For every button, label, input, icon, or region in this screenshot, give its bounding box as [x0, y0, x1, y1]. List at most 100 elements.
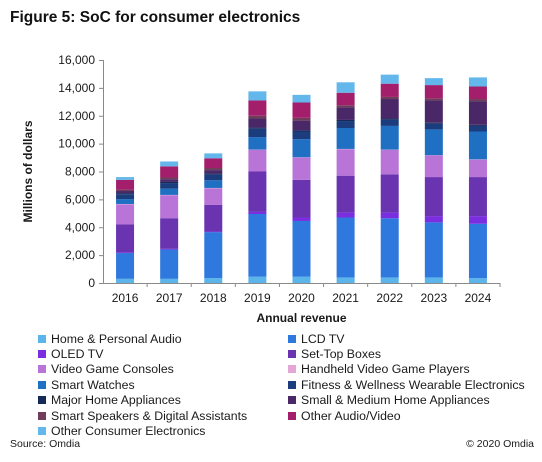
x-tick-label: 2021	[332, 291, 359, 305]
bar-segment	[292, 130, 311, 132]
bar-segment	[336, 82, 355, 93]
bar-segment	[248, 276, 267, 283]
bar-segment	[468, 77, 487, 87]
bar-segment	[248, 127, 267, 129]
legend-swatch	[288, 365, 296, 374]
y-axis: 0 2,000 4,000 6,000 8,000 10,000 12,000 14,000 1…	[58, 53, 103, 290]
bar-segment	[160, 166, 179, 178]
x-tick-label: 2018	[200, 291, 227, 305]
bar-segment	[248, 115, 267, 119]
bar-segment	[424, 222, 443, 278]
bar-segment	[380, 83, 399, 97]
bar-segment	[116, 278, 135, 283]
bar-segment	[204, 173, 223, 175]
legend-swatch	[38, 411, 46, 420]
bar-segment	[204, 158, 223, 169]
bar-segment	[380, 118, 399, 120]
bar-segment	[380, 277, 399, 283]
legend-label: Other Audio/Video	[301, 408, 401, 423]
stacked-bar-chart: Millions of dollars Annual revenue 0 2,00…	[21, 53, 501, 325]
legend-label: OLED TV	[51, 347, 104, 362]
bar-segment	[292, 157, 311, 180]
bar-stack-2019	[248, 91, 267, 283]
bar-segment	[204, 204, 223, 232]
bar-segment	[248, 149, 267, 172]
legend-item: Major Home Appliances	[38, 393, 288, 408]
bar-segment	[160, 188, 179, 195]
bar-segment	[116, 193, 135, 195]
x-tick-label: 2020	[288, 291, 315, 305]
copyright-note: © 2020 Omdia	[466, 438, 534, 450]
bar-segment	[380, 149, 399, 175]
bar-segment	[160, 248, 179, 250]
y-tick-label: 2,000	[65, 248, 95, 262]
bar-segment	[468, 159, 487, 178]
y-tick-label: 4,000	[65, 220, 95, 234]
legend-swatch	[38, 365, 46, 374]
bar-segment	[116, 199, 135, 204]
bar-segment	[292, 117, 311, 121]
bar-segment	[160, 177, 179, 180]
x-tick-label: 2024	[465, 291, 492, 305]
x-tick-label: 2019	[244, 291, 271, 305]
y-tick-label: 16,000	[58, 53, 95, 67]
legend-item: Smart Speakers & Digital Assistants	[38, 408, 288, 423]
bar-segment	[468, 99, 487, 102]
legend: Home & Personal Audio LCD TV OLED TV Set-To…	[38, 331, 538, 439]
figure-title: Figure 5: SoC for consumer electronics	[10, 9, 301, 26]
legend-item: Handheld Video Game Players	[288, 362, 538, 377]
legend-label: Handheld Video Game Players	[301, 362, 470, 377]
bar-segment	[380, 96, 399, 100]
bar-segment	[160, 183, 179, 189]
bar-segment	[336, 217, 355, 278]
bar-segment	[380, 174, 399, 213]
bar-segment	[160, 249, 179, 279]
legend-label: Fitness & Wellness Wearable Electronics	[301, 377, 525, 392]
bar-segment	[292, 276, 311, 283]
bar-segment	[336, 121, 355, 129]
x-tick-label: 2016	[112, 291, 139, 305]
bar-segment	[380, 99, 399, 119]
legend-label: Other Consumer Electronics	[51, 424, 206, 439]
bar-segment	[380, 218, 399, 278]
bar-segment	[336, 175, 355, 213]
bar-segment	[424, 129, 443, 156]
bar-stack-2023	[424, 78, 443, 283]
legend-label: Major Home Appliances	[51, 393, 181, 408]
legend-item: Other Consumer Electronics	[38, 423, 288, 438]
legend-label: Small & Medium Home Appliances	[301, 393, 490, 408]
legend-swatch	[288, 411, 296, 420]
bar-segment	[160, 278, 179, 283]
y-tick-label: 10,000	[58, 137, 95, 151]
bar-segment	[468, 131, 487, 160]
bar-segment	[116, 189, 135, 192]
bar-segment	[424, 85, 443, 99]
bar-stack-2021	[336, 82, 355, 283]
legend-item: Set-Top Boxes	[288, 346, 538, 361]
bar-segment	[380, 125, 399, 150]
bar-segment	[468, 101, 487, 125]
bar-segment	[248, 171, 267, 212]
bar-segment	[336, 149, 355, 176]
legend-swatch	[38, 350, 46, 359]
bar-stack-2017	[160, 161, 179, 283]
legend-label: Smart Speakers & Digital Assistants	[51, 408, 248, 423]
legend-swatch	[38, 427, 46, 436]
legend-swatch	[38, 380, 46, 389]
bar-segment	[248, 91, 267, 101]
y-tick-label: 8,000	[65, 165, 95, 179]
bar-segment	[204, 168, 223, 171]
bar-segment	[292, 139, 311, 158]
legend-label: Video Game Consoles	[51, 362, 174, 377]
bar-segment	[468, 223, 487, 279]
bar-segment	[160, 179, 179, 182]
bar-segment	[424, 122, 443, 124]
bar-segment	[248, 214, 267, 277]
bar-segment	[292, 94, 311, 103]
bar-segment	[336, 212, 355, 218]
bar-segment	[292, 102, 311, 118]
bar-segment	[424, 98, 443, 101]
legend-swatch	[288, 334, 296, 343]
bar-segment	[468, 125, 487, 132]
bar-segment	[204, 170, 223, 174]
